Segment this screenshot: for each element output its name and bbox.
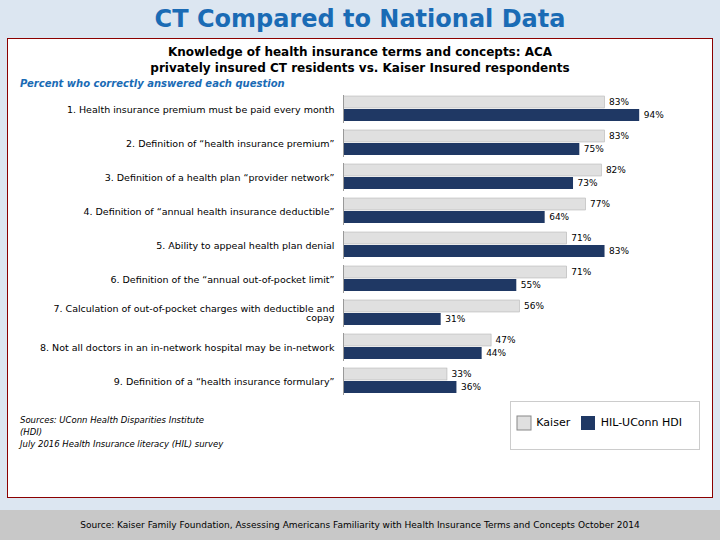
svg-text:33%: 33% [451,369,471,379]
svg-text:56%: 56% [524,301,544,311]
svg-text:31%: 31% [445,314,465,324]
svg-text:94%: 94% [644,110,664,120]
html-text:HIL-UConn HDI: HIL-UConn HDI [600,416,682,429]
html-text:Knowledge of health insurance: Knowledge of health insurance terms and … [167,45,553,59]
svg-text:9. Definition of a “health ins: 9. Definition of a “health insurance for… [114,376,335,387]
svg-text:7. Calculation of out-of-pocke: 7. Calculation of out-of-pocket charges … [53,303,334,324]
svg-text:83%: 83% [609,97,629,107]
svg-text:73%: 73% [578,178,598,188]
svg-text:71%: 71% [571,267,591,277]
svg-text:6. Definition of the “annual o: 6. Definition of the “annual out-of-pock… [110,274,334,285]
html-text:Kaiser: Kaiser [536,416,571,429]
svg-text:55%: 55% [521,280,541,290]
html-text:Sources: UConn Health Disparit: Sources: UConn Health Disparities Instit… [20,414,224,449]
svg-text:3. Definition of a health plan: 3. Definition of a health plan “provider… [105,172,335,183]
svg-text:44%: 44% [486,348,506,358]
svg-text:36%: 36% [461,382,481,392]
svg-text:2. Definition of “health insur: 2. Definition of “health insurance premi… [126,138,335,149]
html-text:CT Compared to National Data: CT Compared to National Data [154,5,566,33]
html-text:Percent who correctly answered: Percent who correctly answered each ques… [20,78,285,89]
svg-text:71%: 71% [571,233,591,243]
svg-text:82%: 82% [606,165,626,175]
svg-text:8. Not all doctors in an in-ne: 8. Not all doctors in an in-network hosp… [40,342,335,353]
svg-text:83%: 83% [609,131,629,141]
svg-text:64%: 64% [549,212,569,222]
svg-text:75%: 75% [584,144,604,154]
html-text:Source: Kaiser Family Foundati: Source: Kaiser Family Foundation, Assess… [80,520,640,530]
svg-text:1. Health insurance premium mu: 1. Health insurance premium must be paid… [67,104,335,115]
svg-text:5. Ability to appeal health pl: 5. Ability to appeal health plan denial [156,240,334,251]
svg-text:83%: 83% [609,246,629,256]
svg-text:47%: 47% [496,335,516,345]
html-text:privately insured CT residents: privately insured CT residents vs. Kaise… [150,61,570,75]
svg-text:77%: 77% [590,199,610,209]
svg-text:4. Definition of “annual healt: 4. Definition of “annual health insuranc… [83,206,334,217]
